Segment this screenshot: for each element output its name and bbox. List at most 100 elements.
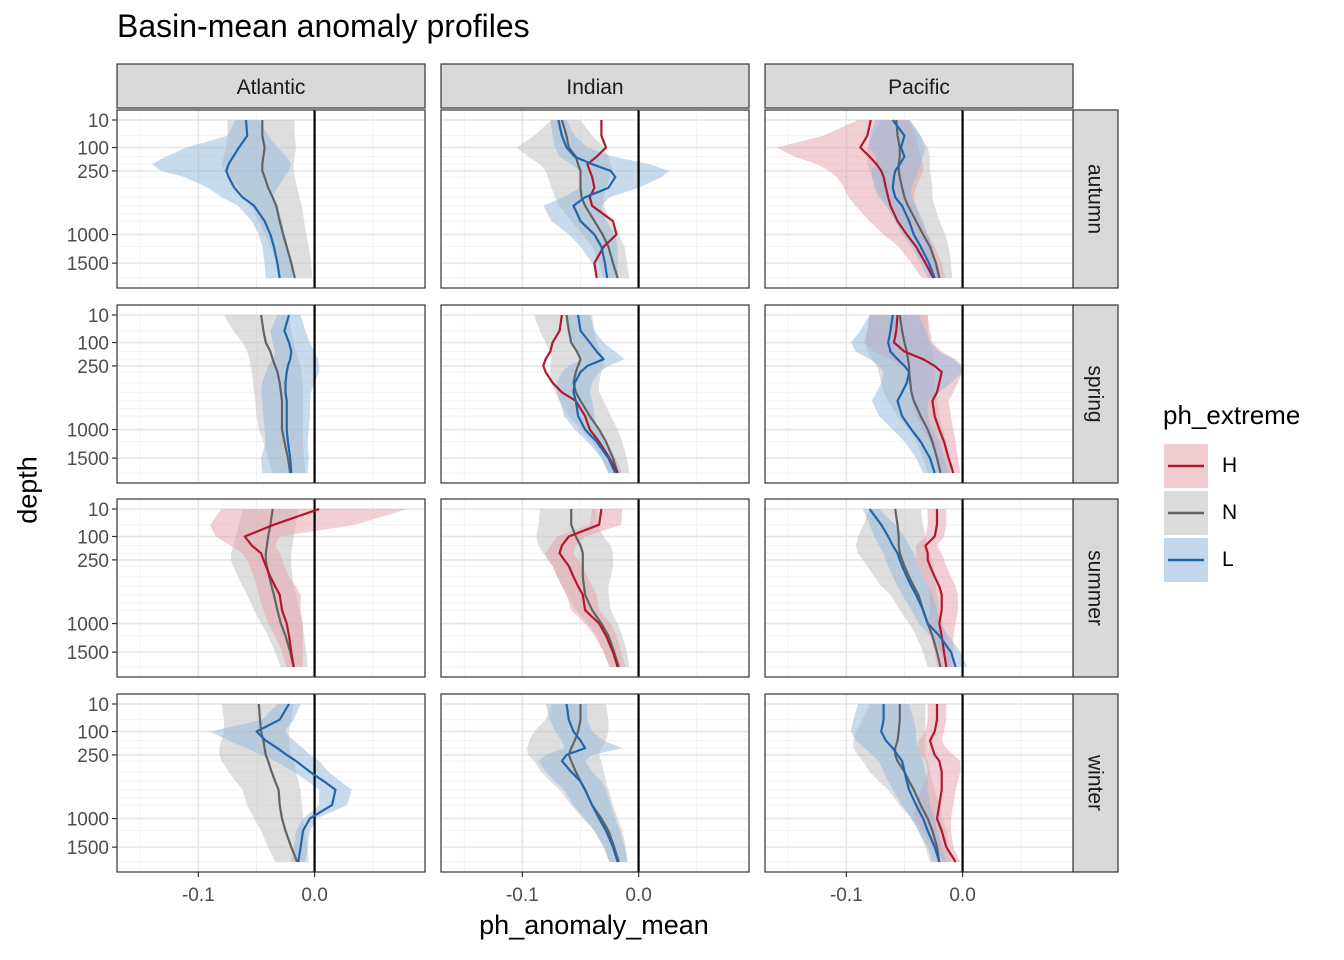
panel-data	[534, 305, 640, 483]
series-line-N	[894, 508, 942, 668]
panel-indian-summer	[440, 498, 750, 678]
y-tick-label: 1000	[67, 226, 109, 247]
x-tick-label: 0.0	[625, 885, 651, 906]
y-tick-label: 100	[77, 528, 109, 549]
facet-strip-label: summer	[1084, 550, 1107, 626]
series-line-H	[924, 509, 948, 668]
panel-border	[764, 498, 1074, 678]
series-line-N	[895, 119, 941, 279]
chart-title: Basin-mean anomaly profiles	[117, 8, 530, 44]
series-line-L	[560, 703, 619, 863]
y-tick-label: 250	[77, 551, 109, 572]
facet-strip-label: autumn	[1084, 164, 1107, 234]
ribbon-L	[557, 315, 625, 473]
facet-strip-autumn	[1072, 109, 1119, 289]
legend-label-h: H	[1222, 454, 1238, 477]
series-line-L	[283, 314, 293, 474]
y-tick-label: 100	[77, 139, 109, 160]
panel-border	[116, 693, 426, 873]
legend-label-l: L	[1222, 548, 1234, 571]
y-tick-label: 1500	[67, 838, 109, 859]
x-tick-label: 0.0	[301, 885, 327, 906]
series-line-H	[243, 507, 320, 668]
panel-data	[516, 110, 669, 288]
panel-border	[116, 304, 426, 484]
ribbon-L	[261, 315, 320, 473]
series-line-H	[586, 120, 618, 279]
panel-data	[210, 499, 408, 677]
panel-border	[764, 693, 1074, 873]
series-line-L	[887, 314, 936, 474]
panel-pacific-summer	[764, 498, 1074, 678]
y-tick-label: 1500	[67, 449, 109, 470]
panel-border	[440, 304, 750, 484]
panel-border	[764, 109, 1074, 289]
panel-data	[776, 110, 964, 288]
ribbon-H	[210, 509, 408, 667]
series-line-N	[261, 120, 296, 279]
panel-indian-autumn	[440, 109, 750, 289]
y-tick-label: 1500	[67, 254, 109, 275]
panel-data	[536, 499, 640, 677]
x-tick-label: 0.0	[949, 885, 975, 906]
x-tick-label: -0.1	[830, 885, 863, 906]
y-tick-label: 1500	[67, 643, 109, 664]
panel-border	[764, 304, 1074, 484]
facet-strip-label: Indian	[566, 76, 623, 99]
facet-strip-atlantic	[116, 63, 426, 109]
x-tick-label: -0.1	[506, 885, 539, 906]
series-line-L	[572, 314, 617, 474]
panel-data	[527, 694, 640, 872]
series-line-L	[868, 508, 957, 668]
panel-indian-winter: -0.1 0.0	[440, 693, 750, 906]
panel-indian-spring	[440, 304, 750, 484]
facet-strip-label: Pacific	[888, 76, 950, 99]
panel-pacific-winter: -0.1 0.0	[764, 693, 1074, 906]
y-tick-label: 250	[77, 162, 109, 183]
panel-data	[151, 110, 316, 288]
series-line-N	[257, 703, 299, 863]
series-line-H	[892, 314, 955, 474]
x-axis-title: ph_anomaly_mean	[479, 910, 709, 940]
y-tick-label: 100	[77, 723, 109, 744]
series-line-N	[570, 509, 620, 668]
legend-label-n: N	[1222, 501, 1238, 524]
series-line-H	[859, 119, 935, 279]
panel-border	[440, 109, 750, 289]
y-axis-title: depth	[12, 456, 43, 524]
series-line-L	[255, 703, 337, 863]
ribbon-L	[851, 704, 947, 862]
ribbon-L	[851, 315, 963, 473]
x-tick-label: -0.1	[182, 885, 215, 906]
y-tick-label: 1000	[67, 810, 109, 831]
panel-border	[440, 693, 750, 873]
ribbon-L	[210, 704, 352, 862]
panel-border	[116, 109, 426, 289]
y-tick-label: 1000	[67, 615, 109, 636]
series-line-H	[928, 704, 957, 863]
facet-strip-pacific	[764, 63, 1074, 109]
panel-data	[851, 694, 964, 872]
y-tick-label: 10	[88, 695, 109, 716]
series-line-H	[542, 314, 619, 474]
series-line-N	[260, 314, 292, 474]
facet-strip-label: Atlantic	[237, 76, 306, 99]
facet-strip-winter	[1072, 693, 1119, 873]
panel-pacific-autumn	[764, 109, 1074, 289]
facet-strip-label: spring	[1084, 365, 1107, 422]
facet-strip-label: winter	[1084, 754, 1107, 811]
y-tick-label: 250	[77, 357, 109, 378]
facet-strip-spring	[1072, 304, 1119, 484]
ribbon-H	[545, 509, 626, 667]
legend-title: ph_extreme	[1163, 400, 1301, 430]
panel-data	[855, 499, 968, 677]
ribbon-L	[151, 120, 293, 278]
series-line-N	[565, 314, 619, 474]
series-line-L	[880, 704, 941, 863]
y-tick-label: 10	[88, 500, 109, 521]
